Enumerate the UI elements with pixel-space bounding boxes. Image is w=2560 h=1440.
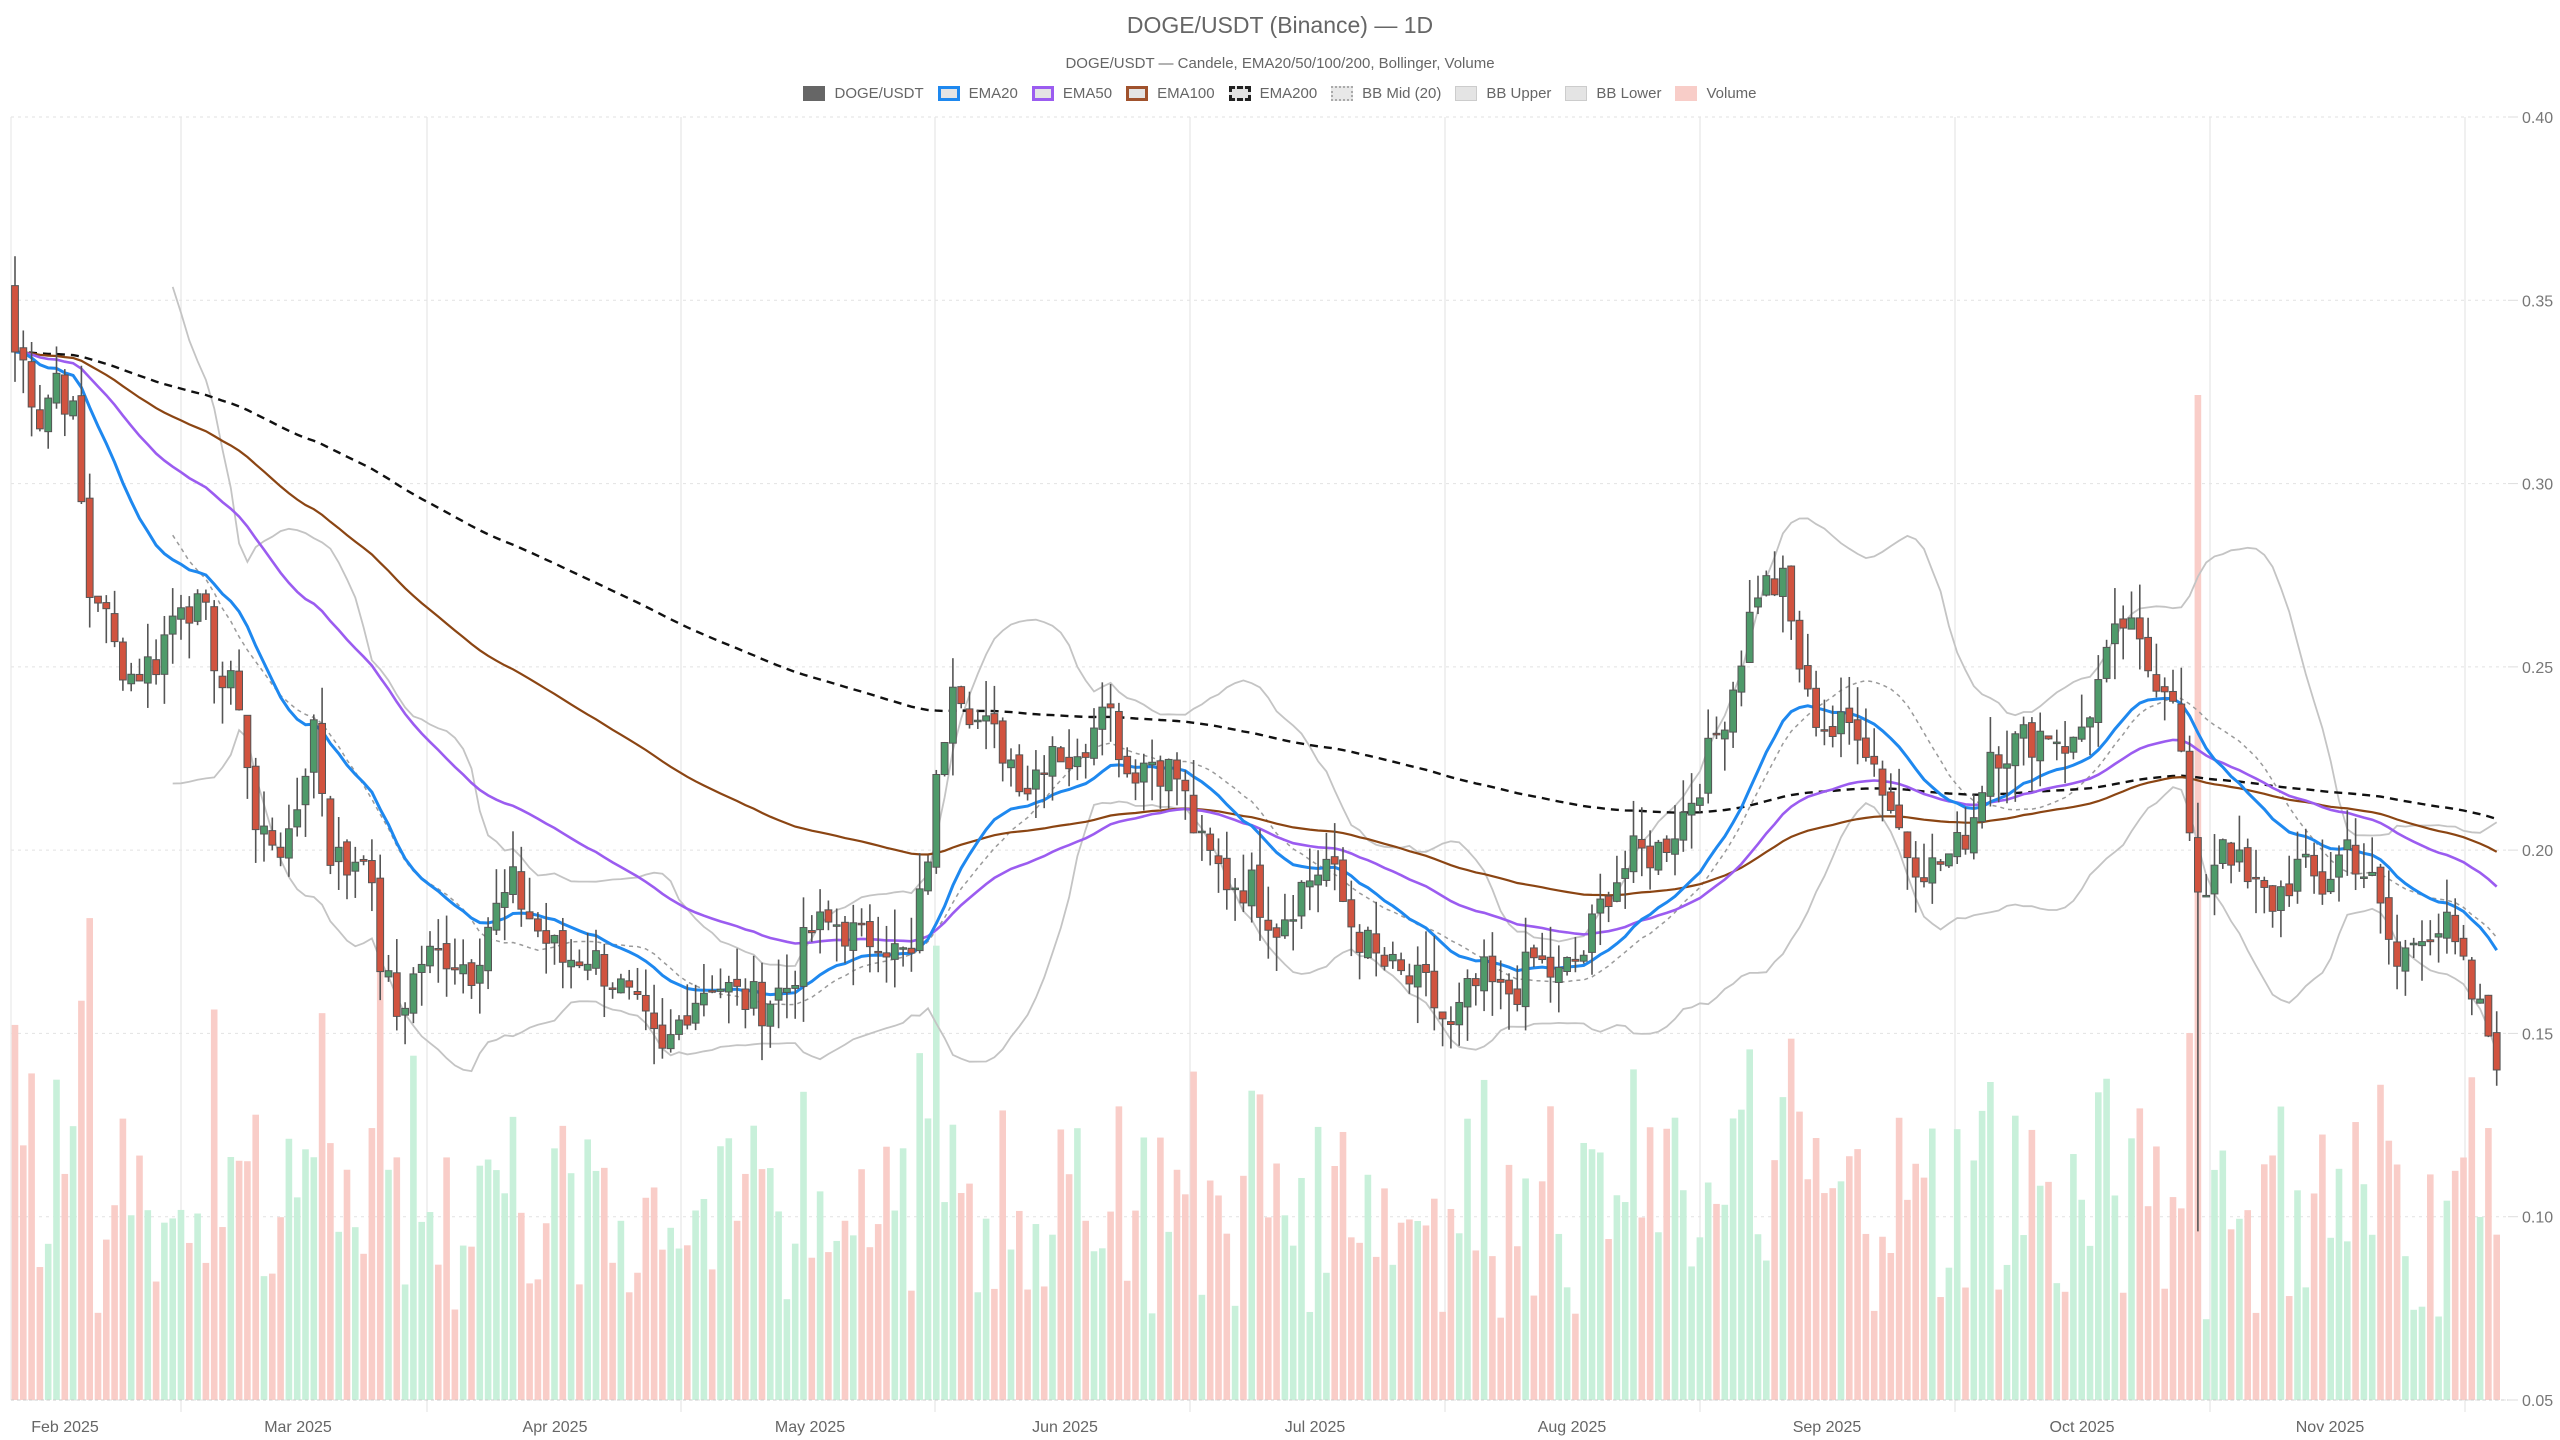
y-axis: 0.40 0.35 0.30 0.25 0.20 0.15 0.10 0.05 <box>2508 110 2553 1410</box>
y-tick-label: 0.05 <box>2522 1393 2553 1410</box>
x-tick-label: Oct 2025 <box>2050 1419 2115 1436</box>
y-tick-label: 0.20 <box>2522 843 2553 860</box>
y-tick-label: 0.25 <box>2522 660 2553 677</box>
legend-item-doge-usdt[interactable]: DOGE/USDT <box>803 85 924 102</box>
legend-item-ema100[interactable]: EMA100 <box>1126 85 1215 102</box>
legend-item-volume[interactable]: Volume <box>1675 85 1757 102</box>
candlesticks <box>11 256 2501 1232</box>
x-tick-label: Nov 2025 <box>2296 1419 2365 1436</box>
ema50-swatch-icon <box>1031 86 1054 101</box>
ema20-swatch-icon <box>937 86 960 101</box>
chart-subtitle: DOGE/USDT — Candele, EMA20/50/100/200, B… <box>1065 55 1495 72</box>
volume-bars <box>11 395 2500 1400</box>
x-tick-label: Mar 2025 <box>264 1419 332 1436</box>
y-tick-label: 0.40 <box>2522 110 2553 127</box>
legend: DOGE/USDT EMA20 EMA50 EMA100 EMA200 BB M… <box>0 85 2560 102</box>
legend-item-bb-mid[interactable]: BB Mid (20) <box>1331 85 1441 102</box>
candle-swatch-icon <box>803 86 826 101</box>
y-tick-label: 0.15 <box>2522 1026 2553 1043</box>
ema100-swatch-icon <box>1126 86 1149 101</box>
volume-swatch-icon <box>1675 86 1698 101</box>
y-tick-label: 0.30 <box>2522 477 2553 494</box>
legend-item-ema200[interactable]: EMA200 <box>1228 85 1317 102</box>
x-axis: Feb 2025 Mar 2025 Apr 2025 May 2025 Jun 2025… <box>11 1399 2508 1436</box>
x-tick-label: Jul 2025 <box>1285 1419 1346 1436</box>
legend-item-ema20[interactable]: EMA20 <box>937 85 1018 102</box>
ema-lines <box>14 350 2498 997</box>
legend-item-bb-upper[interactable]: BB Upper <box>1455 85 1551 102</box>
x-tick-label: Sep 2025 <box>1793 1419 1862 1436</box>
bollinger-bands <box>171 286 2498 1073</box>
y-tick-label: 0.10 <box>2522 1210 2553 1227</box>
x-tick-label: Jun 2025 <box>1032 1419 1098 1436</box>
bb-mid-swatch-icon <box>1331 86 1354 101</box>
bb-upper-swatch-icon <box>1455 86 1478 101</box>
legend-item-ema50[interactable]: EMA50 <box>1031 85 1112 102</box>
bb-lower-swatch-icon <box>1565 86 1588 101</box>
x-tick-label: May 2025 <box>775 1419 845 1436</box>
x-tick-label: Aug 2025 <box>1538 1419 1607 1436</box>
ema200-swatch-icon <box>1228 86 1251 101</box>
x-tick-label: Apr 2025 <box>523 1419 588 1436</box>
legend-item-bb-lower[interactable]: BB Lower <box>1565 85 1661 102</box>
y-tick-label: 0.35 <box>2522 293 2553 310</box>
chart-title: DOGE/USDT (Binance) — 1D <box>1126 12 1434 38</box>
x-tick-label: Feb 2025 <box>31 1419 99 1436</box>
